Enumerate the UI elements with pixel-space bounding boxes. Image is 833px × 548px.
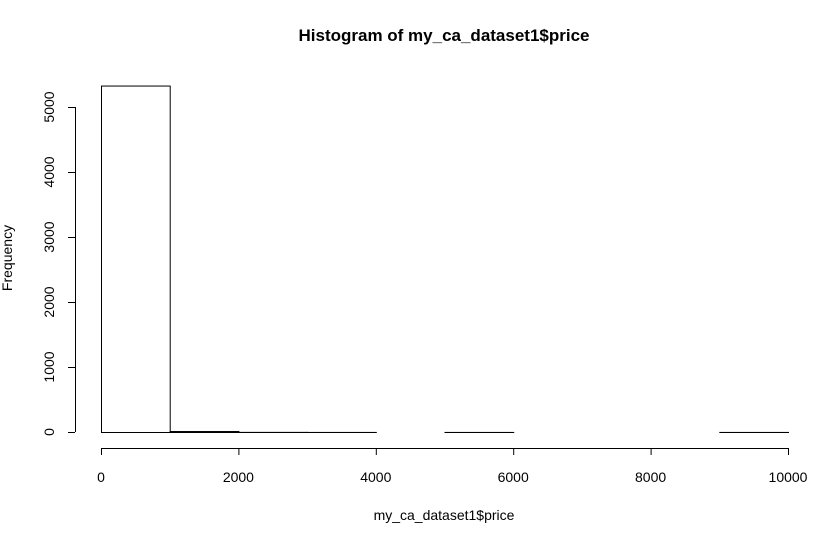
x-axis-label: my_ca_dataset1$price <box>374 507 515 523</box>
x-tick-label-1: 2000 <box>223 469 254 485</box>
y-axis-label: Frequency <box>0 225 15 291</box>
x-tick-label-5: 10000 <box>769 469 808 485</box>
y-axis: 0 1000 2000 3000 4000 5000 <box>41 91 76 436</box>
x-tick-label-3: 6000 <box>498 469 529 485</box>
histogram-bar-1 <box>170 432 239 433</box>
y-tick-label-4: 4000 <box>41 156 57 187</box>
bars-group <box>102 86 789 432</box>
x-tick-label-4: 8000 <box>635 469 666 485</box>
y-tick-label-0: 0 <box>41 428 57 436</box>
y-tick-label-5: 5000 <box>41 91 57 122</box>
histogram-bar-0 <box>102 86 171 432</box>
y-tick-label-1: 1000 <box>41 351 57 382</box>
x-tick-label-2: 4000 <box>360 469 391 485</box>
y-tick-label-2: 2000 <box>41 286 57 317</box>
y-tick-label-3: 3000 <box>41 221 57 252</box>
chart-title: Histogram of my_ca_dataset1$price <box>298 26 589 45</box>
x-axis: 0 2000 4000 6000 8000 10000 <box>97 448 808 485</box>
x-tick-label-0: 0 <box>97 469 105 485</box>
